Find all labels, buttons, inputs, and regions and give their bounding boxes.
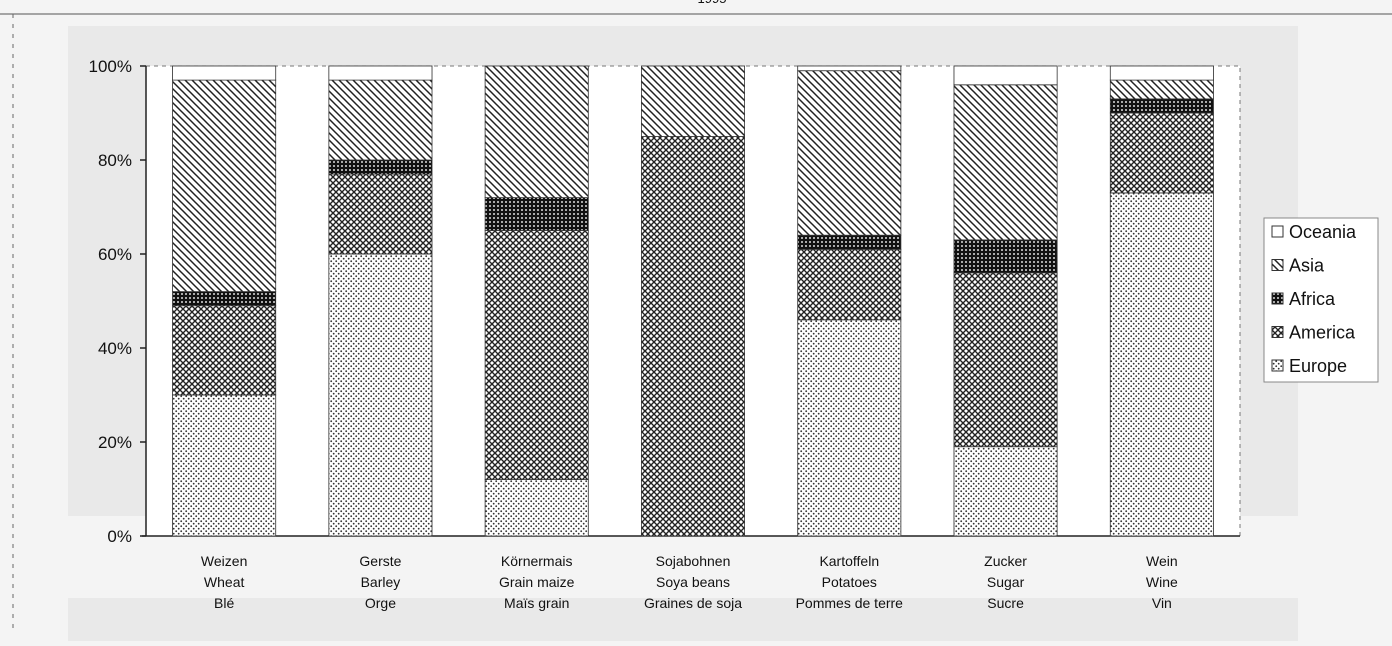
x-tick-label: Körnermais [501, 553, 573, 569]
bar-segment-oceania [797, 65, 902, 72]
x-tick-label: Graines de soja [644, 595, 742, 611]
y-tick-label: 100% [89, 57, 132, 76]
bar-segment-europe [328, 253, 433, 537]
x-tick-label: Wein [1146, 553, 1178, 569]
bar-segment-oceania [953, 65, 1058, 86]
x-tick-label: Vin [1152, 595, 1172, 611]
x-tick-label: Sucre [987, 595, 1024, 611]
legend: Oceania Asia Africa America Europe [1263, 217, 1379, 383]
bar-segment-america [172, 305, 277, 396]
legend-label-asia: Asia [1289, 256, 1325, 276]
y-tick-label: 20% [98, 433, 132, 452]
x-tick-label: Blé [214, 595, 234, 611]
legend-swatch-europe [1271, 359, 1284, 372]
bar-segment-asia [328, 79, 433, 161]
x-tick-label: Pommes de terre [796, 595, 904, 611]
bar-segment-asia [484, 65, 589, 199]
x-tick-label: Orge [365, 595, 396, 611]
bar-segment-europe [484, 479, 589, 537]
x-tick-label: Zucker [984, 553, 1027, 569]
page-title: 1995 [698, 0, 727, 6]
legend-label-europe: Europe [1289, 356, 1347, 376]
y-tick-label: 0% [107, 527, 132, 546]
bar-segment-asia [797, 70, 902, 236]
bar-segment-europe [172, 394, 277, 537]
bar-segment-oceania [328, 65, 433, 81]
legend-swatch-america [1271, 326, 1284, 338]
bar-segment-africa [484, 197, 589, 231]
y-tick-label: 80% [98, 151, 132, 170]
x-tick-label: Kartoffeln [819, 553, 879, 569]
bar-segment-america [797, 248, 902, 321]
x-tick-label: Sugar [987, 574, 1025, 590]
legend-swatch-asia [1271, 259, 1284, 271]
legend-label-africa: Africa [1289, 289, 1336, 309]
bar-segment-africa [1109, 98, 1214, 114]
legend-swatch-oceania [1271, 225, 1284, 238]
bar-segment-africa [797, 234, 902, 250]
x-tick-label: Maïs grain [504, 595, 569, 611]
bar-segment-asia [1109, 79, 1214, 100]
bar-segment-america [1109, 112, 1214, 194]
bar-segment-oceania [172, 65, 277, 81]
y-tick-label: 40% [98, 339, 132, 358]
x-tick-label: Potatoes [822, 574, 877, 590]
x-tick-label: Weizen [201, 553, 247, 569]
bar-segment-america [484, 230, 589, 481]
x-tick-label: Wine [1146, 574, 1178, 590]
bar-segment-africa [172, 291, 277, 307]
bars-group [172, 65, 1214, 537]
legend-label-oceania: Oceania [1289, 222, 1357, 242]
bar-segment-africa [328, 159, 433, 175]
legend-label-america: America [1289, 323, 1356, 343]
x-tick-label: Sojabohnen [656, 553, 731, 569]
bar-segment-europe [953, 446, 1058, 537]
x-tick-label: Gerste [359, 553, 401, 569]
bar-segment-asia [953, 84, 1058, 241]
bottom-panel [68, 598, 1298, 641]
x-axis-labels: Weizen Wheat Blé Gerste Barley Orge Körnermais… [201, 553, 1178, 611]
bar-segment-oceania [1109, 65, 1214, 81]
x-tick-label: Barley [361, 574, 401, 590]
bar-segment-america [953, 272, 1058, 448]
bar-segment-america [641, 136, 745, 537]
bar-segment-asia [641, 65, 745, 137]
x-tick-label: Grain maize [499, 574, 575, 590]
legend-swatch-africa [1271, 292, 1284, 305]
bar-segment-europe [797, 319, 902, 537]
bar-segment-america [328, 173, 433, 255]
y-tick-label: 60% [98, 245, 132, 264]
bar-segment-africa [953, 239, 1058, 274]
bar-segment-europe [1109, 192, 1214, 537]
x-tick-label: Wheat [204, 574, 245, 590]
bar-segment-asia [172, 79, 277, 292]
x-tick-label: Soya beans [656, 574, 730, 590]
